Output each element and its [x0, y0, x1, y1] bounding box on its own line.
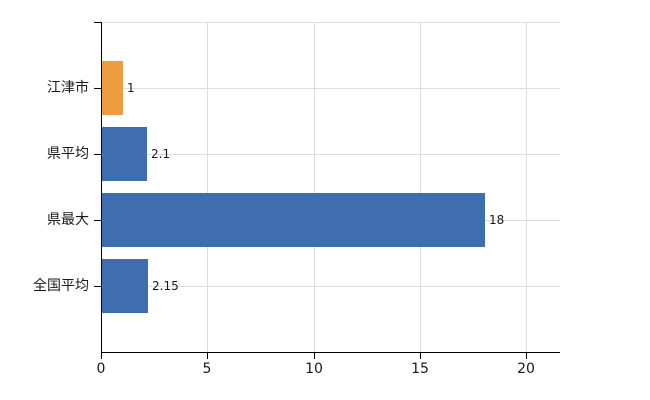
bar-value-label: 1: [127, 81, 135, 95]
x-tick: [314, 353, 315, 359]
bar: [102, 259, 148, 313]
x-tick: [420, 353, 421, 359]
y-gridline: [101, 154, 560, 155]
bar-value-label: 2.15: [152, 279, 179, 293]
x-tick-label: 10: [305, 361, 323, 377]
category-label: 江津市: [47, 80, 89, 96]
category-label: 県最大: [47, 212, 89, 228]
x-tick: [526, 353, 527, 359]
x-gridline: [207, 22, 208, 352]
category-tick: [94, 22, 101, 23]
plot-top-border: [101, 22, 560, 23]
y-axis-line: [101, 22, 102, 353]
category-tick: [94, 88, 101, 89]
category-label: 県平均: [47, 146, 89, 162]
category-tick: [94, 220, 101, 221]
x-tick-label: 15: [411, 361, 429, 377]
category-tick: [94, 154, 101, 155]
x-tick-label: 0: [96, 361, 106, 377]
x-tick-label: 20: [517, 361, 535, 377]
bar-value-label: 18: [489, 213, 505, 227]
category-label: 全国平均: [33, 278, 89, 294]
x-tick: [101, 353, 102, 359]
bar-value-label: 2.1: [151, 147, 171, 161]
bar: [102, 193, 485, 247]
y-gridline: [101, 286, 560, 287]
x-gridline: [314, 22, 315, 352]
y-gridline: [101, 88, 560, 89]
x-axis-line: [101, 352, 560, 353]
bar: [102, 61, 123, 115]
x-tick: [207, 353, 208, 359]
x-gridline: [526, 22, 527, 352]
bar: [102, 127, 147, 181]
x-tick-label: 5: [202, 361, 212, 377]
x-gridline: [420, 22, 421, 352]
category-tick: [94, 286, 101, 287]
